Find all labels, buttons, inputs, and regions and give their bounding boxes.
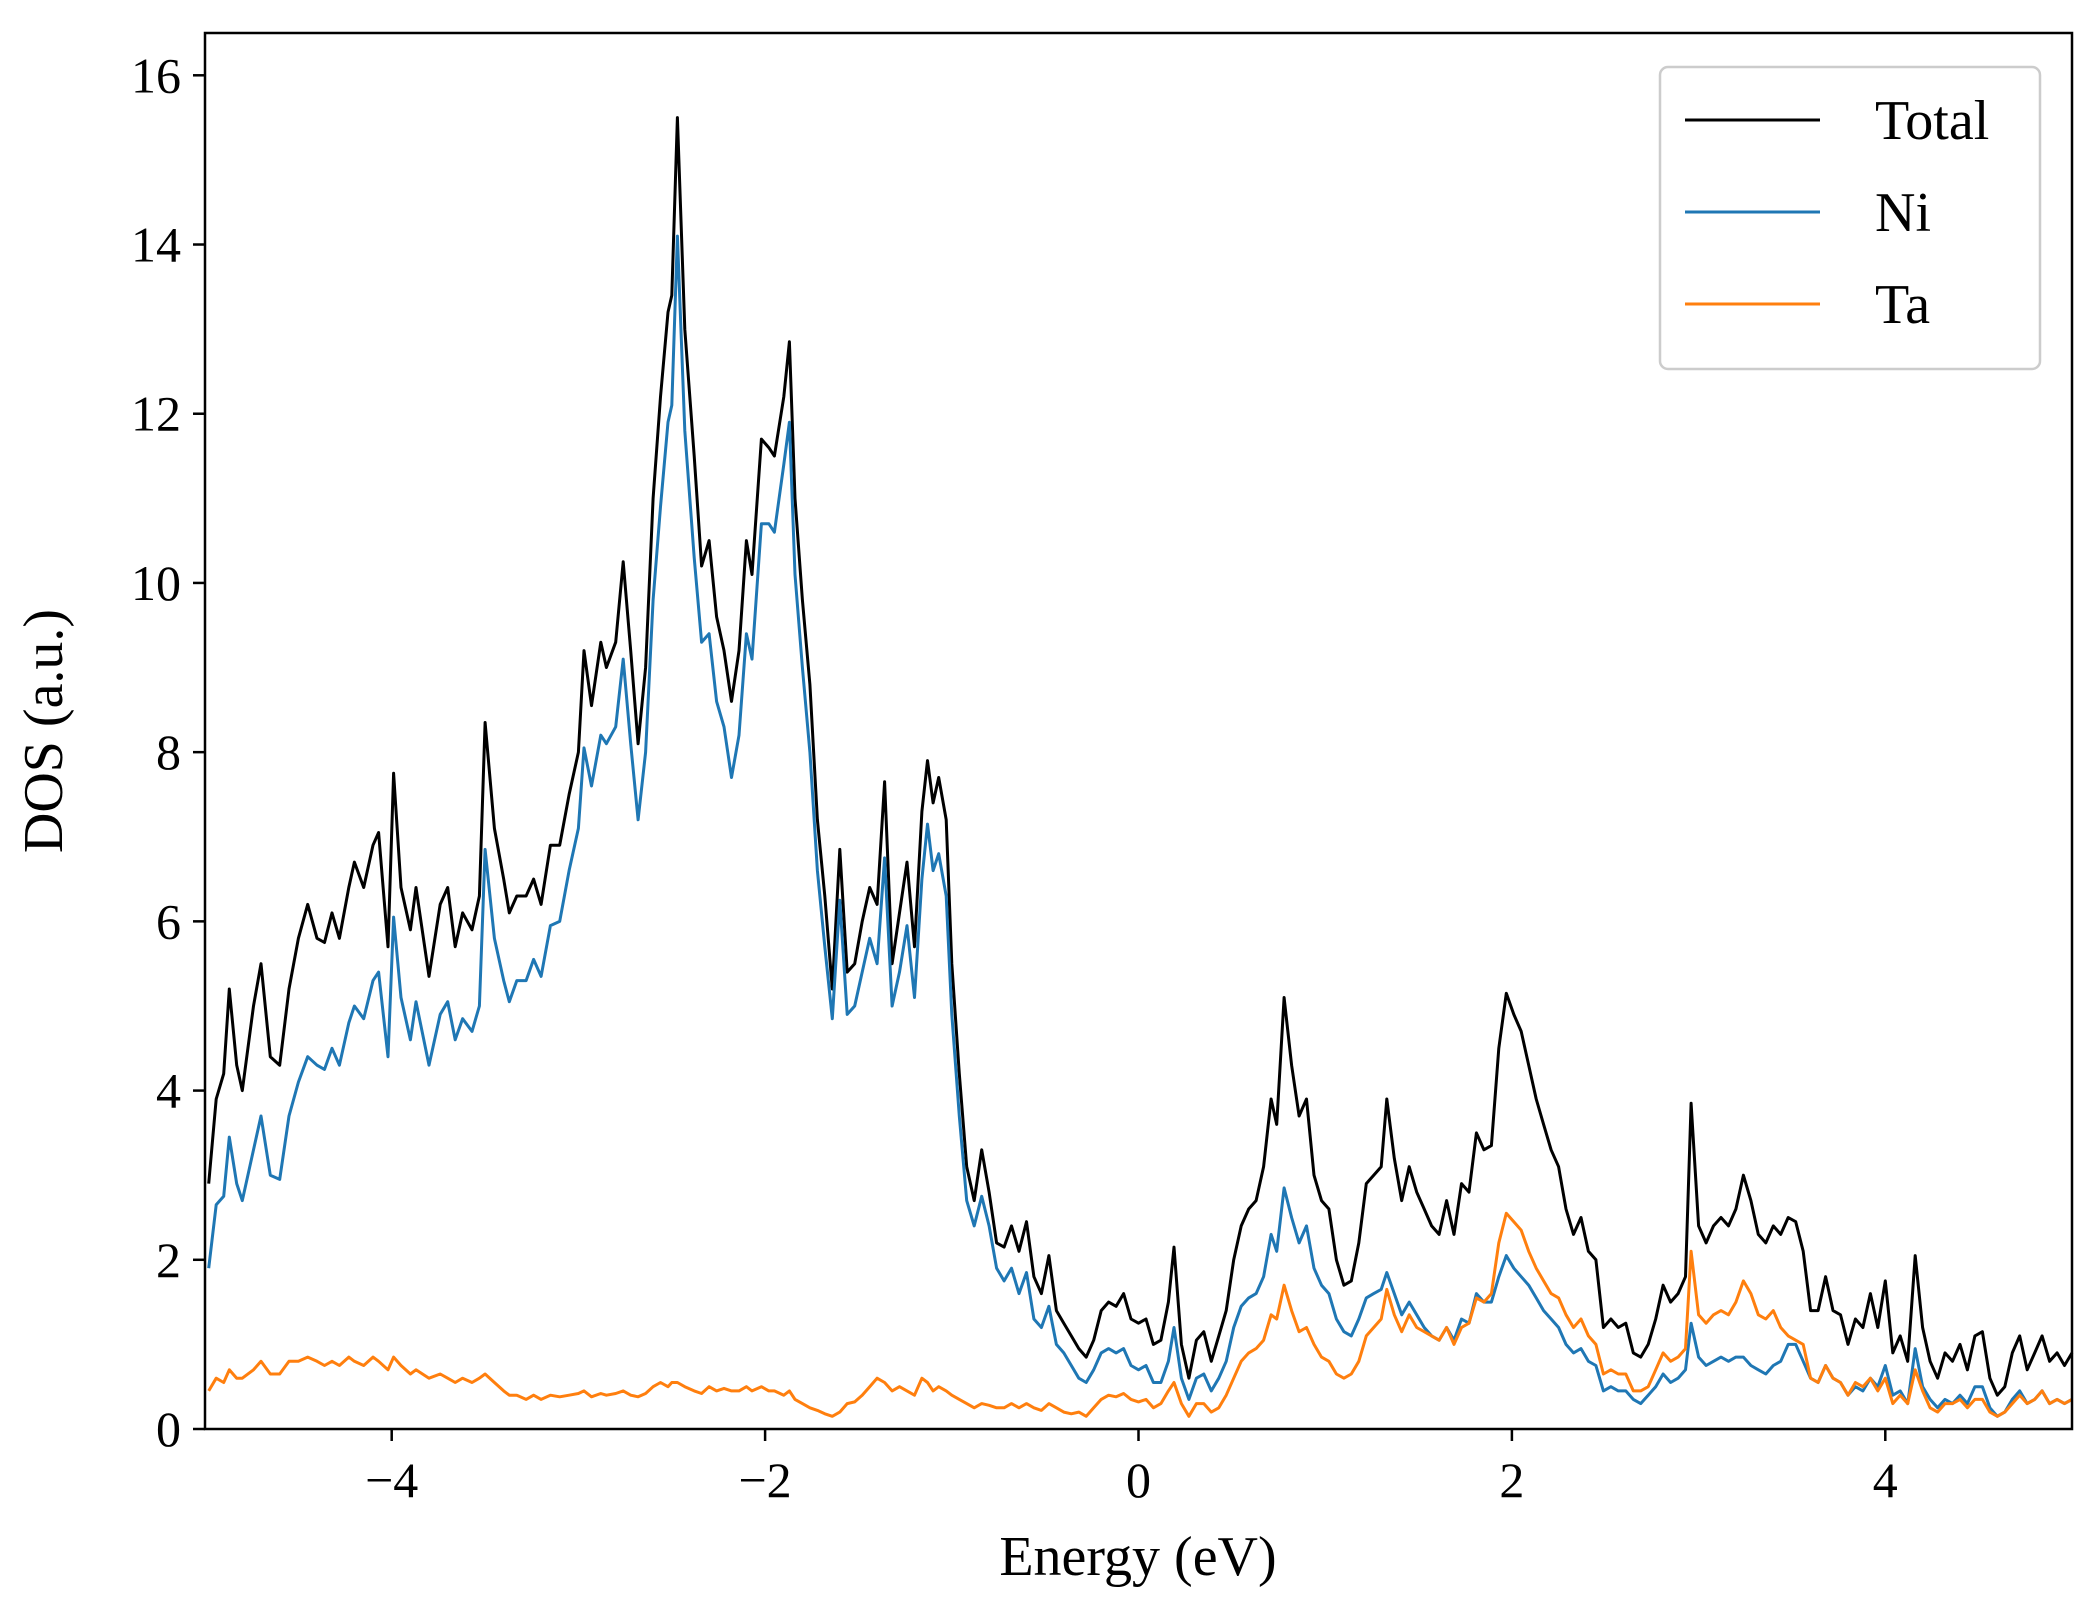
y-tick-label: 6: [156, 893, 181, 949]
legend-label-ta: Ta: [1875, 274, 1930, 336]
x-tick-label: 4: [1873, 1452, 1898, 1508]
y-tick-label: 0: [156, 1401, 181, 1457]
y-tick-label: 16: [131, 47, 181, 103]
x-axis-title: Energy (eV): [999, 1526, 1276, 1588]
legend-box: [1658, 65, 2042, 371]
series-line-ni: [207, 234, 2073, 1418]
series-line-ta: [207, 1211, 2073, 1418]
y-tick-label: 12: [131, 386, 181, 442]
x-tick-label: 2: [1499, 1452, 1524, 1508]
x-axis: −4 −2 0 2 4: [365, 1429, 1898, 1508]
x-tick-label: −2: [738, 1452, 791, 1508]
x-tick-label: −4: [365, 1452, 418, 1508]
legend-label-ni: Ni: [1875, 182, 1931, 244]
legend-label-total: Total: [1875, 90, 1989, 152]
series-line-total: [207, 116, 2074, 1397]
y-tick-label: 8: [156, 724, 181, 780]
y-tick-label: 4: [156, 1063, 181, 1119]
y-tick-label: 10: [131, 555, 181, 611]
y-axis-title: DOS (a.u.): [13, 609, 75, 853]
plot-lines: [207, 116, 2074, 1418]
y-tick-label: 14: [131, 217, 181, 273]
legend: Total Ni Ta: [1658, 65, 2042, 371]
y-tick-label: 2: [156, 1232, 181, 1288]
y-axis: 0 2 4 6 8 10 12 14 16: [131, 47, 205, 1457]
x-tick-label: 0: [1126, 1452, 1151, 1508]
